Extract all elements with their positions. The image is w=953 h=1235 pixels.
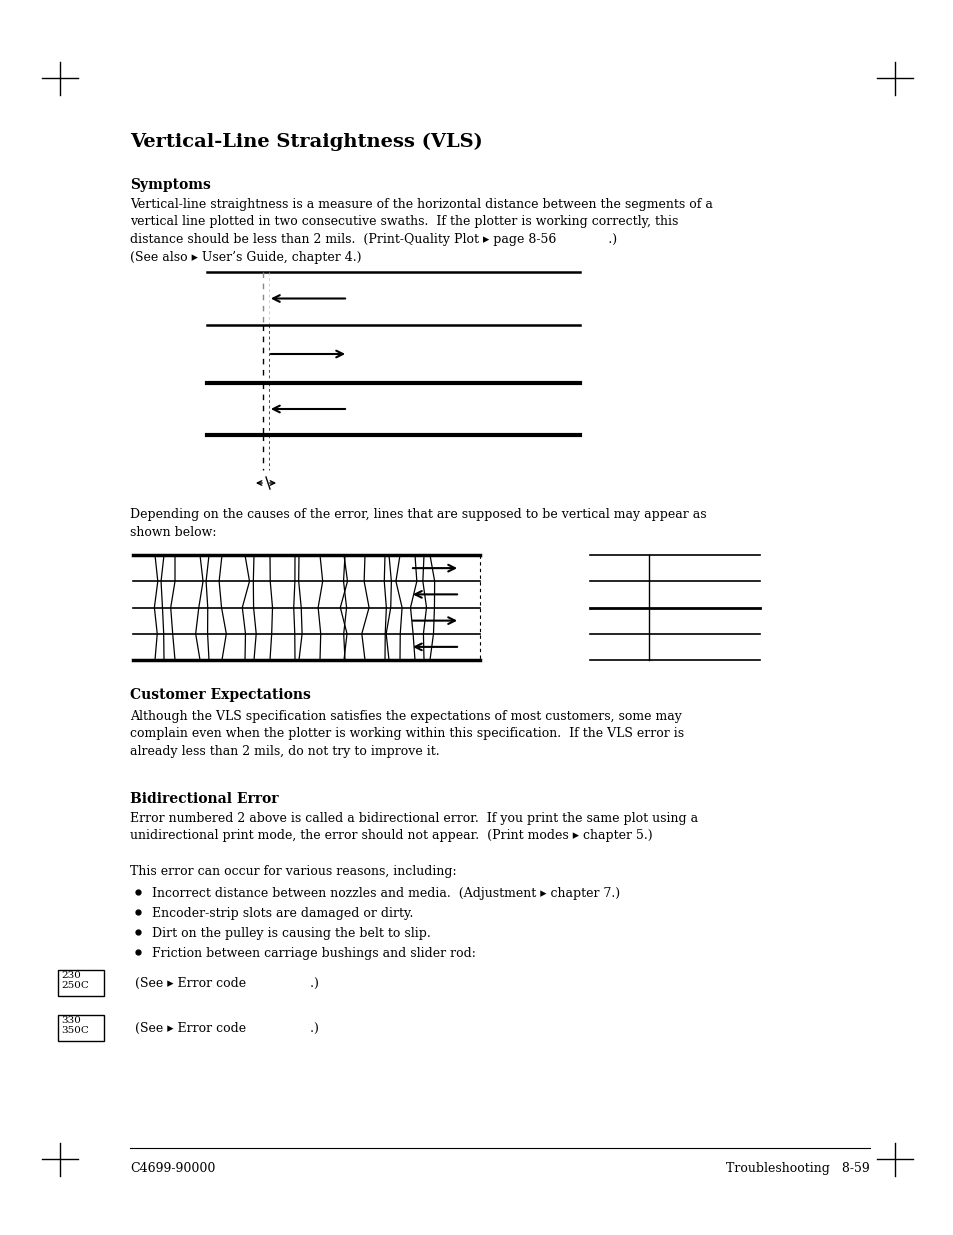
Text: Customer Expectations: Customer Expectations [130, 688, 311, 701]
Text: Symptoms: Symptoms [130, 178, 211, 191]
Text: Bidirectional Error: Bidirectional Error [130, 792, 278, 806]
Text: Troubleshooting   8-59: Troubleshooting 8-59 [725, 1162, 869, 1174]
Text: Dirt on the pulley is causing the belt to slip.: Dirt on the pulley is causing the belt t… [152, 927, 431, 940]
Text: C4699-90000: C4699-90000 [130, 1162, 215, 1174]
Text: Vertical-line straightness is a measure of the horizontal distance between the s: Vertical-line straightness is a measure … [130, 198, 712, 263]
Text: Depending on the causes of the error, lines that are supposed to be vertical may: Depending on the causes of the error, li… [130, 508, 706, 538]
Text: 230
250C: 230 250C [61, 971, 89, 989]
Text: (See ▸ Error code                .): (See ▸ Error code .) [135, 1023, 318, 1035]
Text: Although the VLS specification satisfies the expectations of most customers, som: Although the VLS specification satisfies… [130, 710, 683, 758]
Bar [58, 1015, 104, 1041]
Text: Incorrect distance between nozzles and media.  (Adjustment ▸ chapter 7.): Incorrect distance between nozzles and m… [152, 887, 619, 900]
Text: Error numbered 2 above is called a bidirectional error.  If you print the same p: Error numbered 2 above is called a bidir… [130, 811, 698, 842]
Bar [58, 969, 104, 995]
Text: Friction between carriage bushings and slider rod:: Friction between carriage bushings and s… [152, 947, 476, 960]
Text: (See ▸ Error code                .): (See ▸ Error code .) [135, 977, 318, 990]
Text: This error can occur for various reasons, including:: This error can occur for various reasons… [130, 864, 456, 878]
Text: 330
350C: 330 350C [61, 1016, 89, 1035]
Text: Encoder-strip slots are damaged or dirty.: Encoder-strip slots are damaged or dirty… [152, 906, 413, 920]
Text: Vertical-Line Straightness (VLS): Vertical-Line Straightness (VLS) [130, 133, 482, 151]
